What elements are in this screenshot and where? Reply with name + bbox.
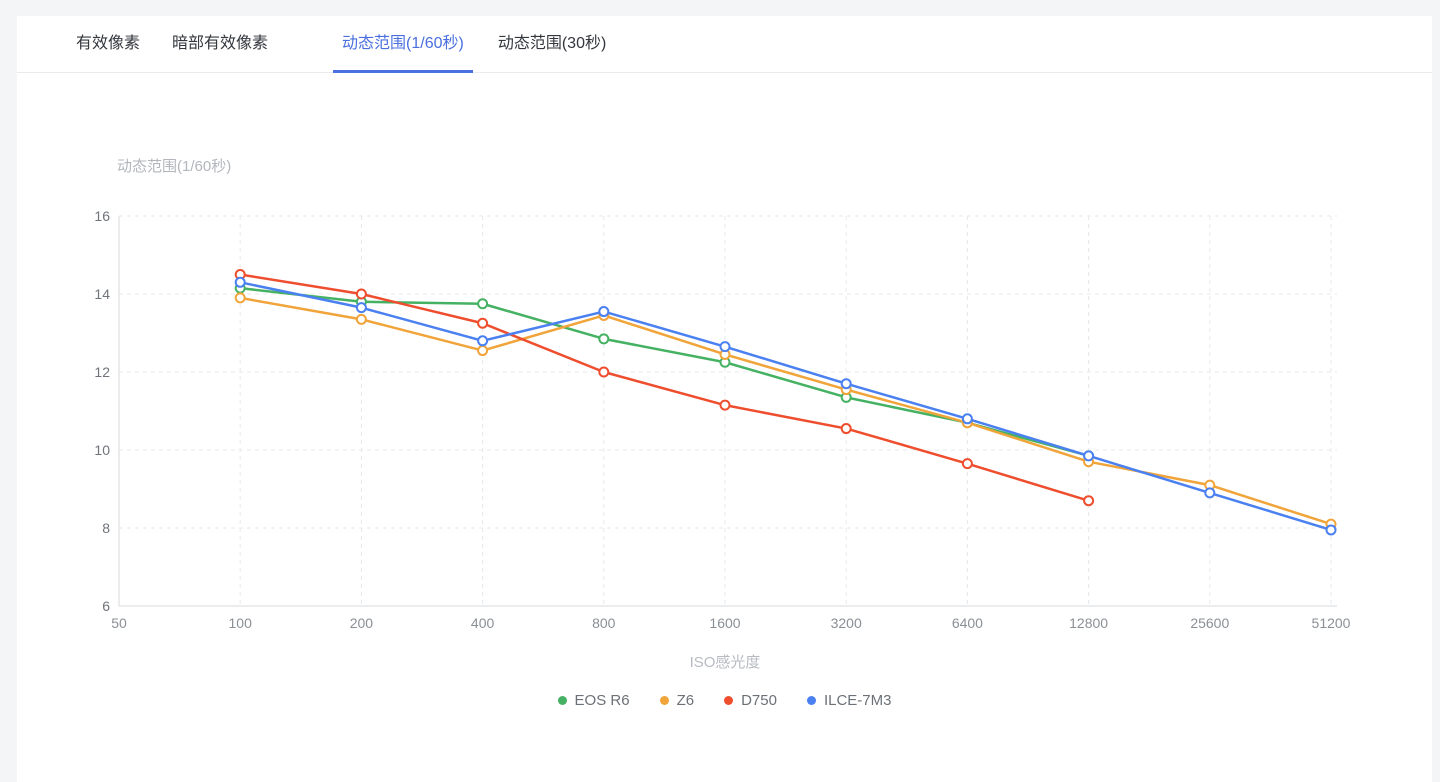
legend-dot-z6: [659, 695, 669, 705]
x-tick-label: 6400: [952, 615, 983, 631]
y-tick-label: 14: [94, 286, 110, 302]
data-point-d750: [961, 458, 973, 470]
series-line-z6: [238, 296, 1333, 526]
tab-dynamic-range-1-60s[interactable]: 动态范围(1/60秒): [333, 16, 473, 73]
data-point-ilce-7m3: [961, 413, 973, 425]
legend-label: D750: [741, 691, 777, 709]
x-tick-label: 200: [350, 615, 374, 631]
y-tick-label: 10: [94, 442, 110, 458]
y-tick-label: 12: [94, 364, 110, 380]
x-tick-label: 1600: [709, 615, 740, 631]
y-tick-label: 6: [102, 598, 110, 614]
dynamic-range-chart: 动态范围(1/60秒) 6 8 10 12 14 16 50 100 200 400 800 1600…: [17, 73, 1432, 781]
data-point-d750: [477, 317, 489, 329]
legend-dot-eos-r6: [557, 695, 567, 705]
data-point-ilce-7m3: [1325, 524, 1337, 536]
x-tick-label: 51200: [1312, 615, 1351, 631]
tab-bar: 有效像素 暗部有效像素 动态范围(1/60秒) 动态范围(30秒): [17, 16, 1432, 73]
data-point-ilce-7m3: [598, 306, 610, 318]
series-line-eos-r6: [238, 286, 1090, 458]
x-tick-label: 25600: [1190, 615, 1229, 631]
data-point-ilce-7m3: [477, 335, 489, 347]
chart-title: 动态范围(1/60秒): [117, 158, 232, 175]
x-tick-label: 3200: [831, 615, 862, 631]
y-tick-label: 8: [102, 520, 110, 536]
data-point-z6: [234, 292, 246, 304]
data-point-d750: [1083, 495, 1095, 507]
legend-item-eos-r6[interactable]: EOS R6: [557, 691, 630, 709]
legend-label: EOS R6: [574, 691, 630, 709]
data-point-z6: [477, 345, 489, 357]
tab-effective-pixels[interactable]: 有效像素: [76, 35, 141, 52]
data-point-eos-r6: [477, 298, 489, 310]
data-point-ilce-7m3: [719, 341, 731, 353]
legend-dot-d750: [724, 695, 734, 705]
data-point-eos-r6: [598, 333, 610, 345]
data-point-d750: [840, 423, 852, 435]
content-card: 有效像素 暗部有效像素 动态范围(1/60秒) 动态范围(30秒) 动态范围(1…: [17, 16, 1432, 782]
data-point-ilce-7m3: [1204, 487, 1216, 499]
tab-dynamic-range-30s[interactable]: 动态范围(30秒): [497, 35, 607, 52]
y-tick-label: 16: [94, 208, 110, 224]
x-tick-label: 100: [229, 615, 253, 631]
data-point-z6: [355, 313, 367, 325]
chart-canvas: 6 8 10 12 14 16 50 100 200 400 800 1600 3200 6400 1280…: [94, 208, 1351, 631]
data-point-d750: [719, 399, 731, 411]
legend-label: Z6: [676, 691, 695, 709]
data-point-ilce-7m3: [1083, 450, 1095, 462]
legend-item-d750[interactable]: D750: [724, 691, 777, 709]
legend-dot-ilce-7m3: [806, 695, 816, 705]
data-point-d750: [598, 366, 610, 378]
data-point-ilce-7m3: [234, 276, 246, 288]
data-point-ilce-7m3: [355, 302, 367, 314]
legend-item-ilce-7m3[interactable]: ILCE-7M3: [806, 691, 892, 709]
series-line-d750: [238, 273, 1090, 502]
series-line-ilce-7m3: [238, 281, 1333, 532]
x-tick-label: 50: [111, 615, 127, 631]
data-point-ilce-7m3: [840, 378, 852, 390]
data-point-d750: [355, 288, 367, 300]
x-tick-label: 400: [471, 615, 495, 631]
x-tick-label: 12800: [1069, 615, 1108, 631]
x-axis-label: ISO感光度: [689, 654, 761, 671]
tab-dark-effective-pixels[interactable]: 暗部有效像素: [172, 35, 269, 52]
legend-item-z6[interactable]: Z6: [659, 691, 695, 709]
x-tick-label: 800: [592, 615, 616, 631]
chart-legend: EOS R6 Z6 D750 ILCE-7M3: [17, 691, 1432, 709]
legend-label: ILCE-7M3: [823, 691, 892, 709]
